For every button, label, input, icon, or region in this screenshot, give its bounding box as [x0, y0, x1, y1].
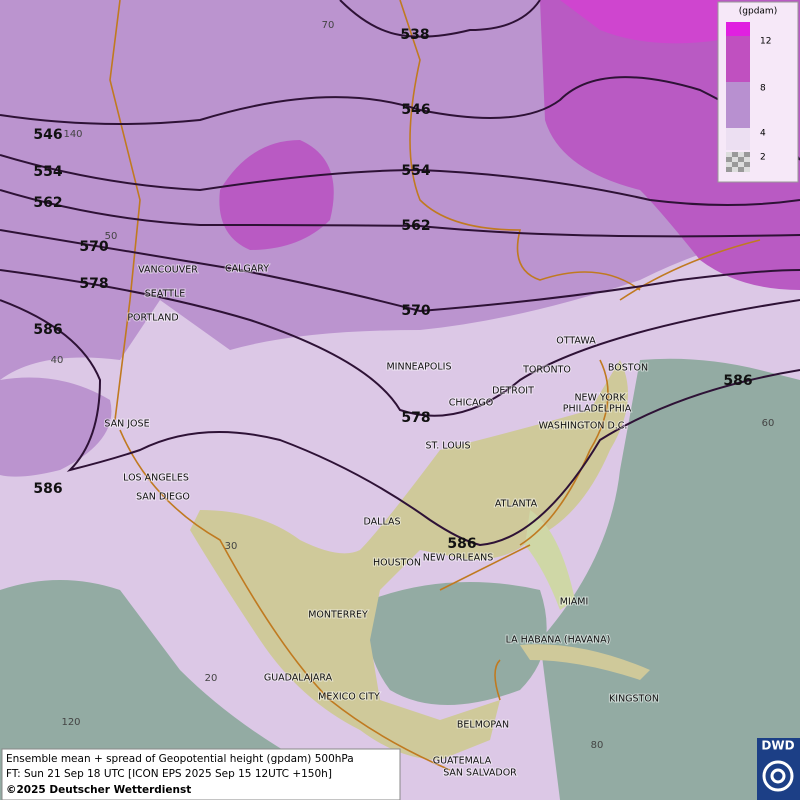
city-label: GUADALAJARA — [264, 673, 333, 684]
legend-tick-label: 2 — [760, 153, 766, 163]
contour-label: 570 — [79, 239, 108, 255]
contour-label: 586 — [447, 536, 476, 552]
logo-swirl — [762, 760, 794, 792]
legend-tick-label: 8 — [760, 84, 766, 94]
city-label: MEXICO CITY — [318, 692, 380, 703]
contour-label: 538 — [400, 27, 429, 43]
graticule-label: 50 — [105, 231, 118, 242]
contour-label: 554 — [401, 163, 430, 179]
cuba — [520, 644, 650, 680]
graticule-label: 30 — [225, 541, 238, 552]
spread-12 — [560, 0, 720, 44]
city-label: DETROIT — [492, 386, 534, 397]
contours — [0, 0, 800, 547]
city-label: CALGARY — [225, 264, 269, 275]
caption-line: FT: Sun 21 Sep 18 UTC [ICON EPS 2025 Sep… — [6, 768, 332, 780]
city-label: GUATEMALA — [433, 756, 492, 767]
contour-label: 546 — [401, 102, 430, 118]
contour-line — [0, 299, 800, 547]
city-label: TORONTO — [522, 365, 571, 376]
city-label: PHILADELPHIA — [563, 404, 632, 415]
city-label: SEATTLE — [145, 289, 186, 300]
city-label: MINNEAPOLIS — [386, 362, 451, 373]
city-label: DALLAS — [364, 517, 401, 528]
graticule-label: 20 — [205, 673, 218, 684]
city-label: LOS ANGELES — [123, 473, 189, 484]
ocean — [0, 580, 400, 800]
legend-swatch — [726, 36, 750, 82]
legend-swatch — [726, 128, 750, 150]
city-label: NEW YORK — [574, 393, 626, 404]
contour-line — [0, 229, 800, 313]
logo-swirl — [770, 768, 786, 784]
city-label: MIAMI — [560, 597, 589, 608]
city-label: KINGSTON — [609, 694, 659, 705]
city-label: SAN JOSE — [104, 419, 149, 430]
contour-label: 586 — [33, 322, 62, 338]
contour-label: 554 — [33, 164, 62, 180]
legend: (gpdam) 12 8 4 2 — [717, 1, 799, 183]
logo-text: DWD — [761, 739, 794, 753]
spread-8-12 — [219, 140, 334, 250]
graticule-label: 140 — [63, 129, 82, 140]
contour-label: 562 — [401, 218, 430, 234]
graticule-label: 40 — [51, 355, 64, 366]
legend-swatch — [726, 152, 750, 172]
legend-checker — [726, 152, 750, 172]
city-label: LA HABANA (HAVANA) — [506, 635, 611, 646]
graticule-label: 120 — [61, 717, 80, 728]
city-label: NEW ORLEANS — [423, 553, 494, 564]
city-label: ATLANTA — [495, 499, 538, 510]
legend-unit: (gpdam) — [739, 7, 777, 17]
legend-swatch — [726, 82, 750, 128]
contour-line — [0, 269, 800, 417]
contour-line — [0, 154, 800, 206]
contour-label: 586 — [723, 373, 752, 389]
contour-line — [0, 76, 800, 161]
florida — [525, 510, 575, 610]
city-label: SAN SALVADOR — [443, 768, 517, 779]
contour-line — [339, 0, 541, 38]
contour-label: 546 — [33, 127, 62, 143]
contour-label: 562 — [33, 195, 62, 211]
graticule-label: 60 — [762, 418, 775, 429]
city-label: CHICAGO — [449, 398, 493, 409]
coastline — [399, 0, 761, 301]
caption-copyright: ©2025 Deutscher Wetterdienst — [6, 784, 191, 796]
contour-line — [0, 189, 800, 238]
contour-label: 578 — [401, 410, 430, 426]
city-label: WASHINGTON D.C. — [539, 421, 628, 432]
city-label: MONTERREY — [308, 610, 368, 621]
city-label: SAN DIEGO — [136, 492, 190, 503]
contour-label: 570 — [401, 303, 430, 319]
land-terrain — [190, 360, 628, 760]
graticule-label: 80 — [591, 740, 604, 751]
coastline — [109, 0, 609, 771]
graticule-label: 70 — [322, 20, 335, 31]
legend-tick-label: 12 — [760, 37, 771, 47]
ocean — [540, 358, 800, 800]
city-label: OTTAWA — [556, 336, 596, 347]
city-label: VANCOUVER — [138, 265, 198, 276]
contour-label: 586 — [33, 481, 62, 497]
city-label: BELMOPAN — [457, 720, 509, 731]
caption-line: Ensemble mean + spread of Geopotential h… — [6, 753, 354, 765]
contour-label: 578 — [79, 276, 108, 292]
city-label: ST. LOUIS — [426, 441, 471, 452]
city-label: HOUSTON — [373, 558, 421, 569]
legend-tick-label: 4 — [760, 129, 766, 139]
gulf — [367, 582, 547, 705]
caption-box — [1, 748, 401, 801]
city-label: PORTLAND — [127, 313, 178, 324]
legend-swatch — [726, 22, 750, 36]
city-label: BOSTON — [608, 363, 648, 374]
